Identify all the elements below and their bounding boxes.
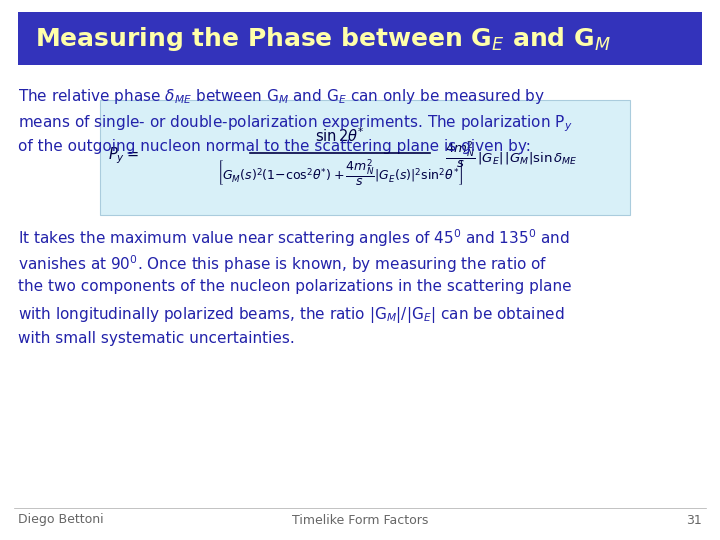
- Text: of the outgoing nucleon normal to the scattering plane is given by:: of the outgoing nucleon normal to the sc…: [18, 139, 531, 154]
- Bar: [100, 100, 630, 215]
- Text: $\dfrac{4m_N^2}{s}\,|G_E|\,|G_M|\sin\delta_{ME}$: $\dfrac{4m_N^2}{s}\,|G_E|\,|G_M|\sin\del…: [445, 140, 577, 171]
- Text: the two components of the nucleon polarizations in the scattering plane: the two components of the nucleon polari…: [18, 279, 572, 294]
- Text: 31: 31: [686, 514, 702, 526]
- Text: with longitudinally polarized beams, the ratio |G$_M$|/|G$_E$| can be obtained: with longitudinally polarized beams, the…: [18, 305, 564, 325]
- Text: Diego Bettoni: Diego Bettoni: [18, 514, 104, 526]
- Text: It takes the maximum value near scattering angles of 45$^{0}$ and 135$^{0}$ and: It takes the maximum value near scatteri…: [18, 227, 570, 249]
- Text: $\left[G_M(s)^2(1{-}\cos^2\!\theta^{*})+\dfrac{4m_N^2}{s}|G_E(s)|^2\sin^2\!\thet: $\left[G_M(s)^2(1{-}\cos^2\!\theta^{*})+…: [217, 158, 463, 189]
- Bar: [18, 12, 702, 65]
- Text: $\sin 2\theta^{*}$: $\sin 2\theta^{*}$: [315, 126, 365, 145]
- Text: Timelike Form Factors: Timelike Form Factors: [292, 514, 428, 526]
- Text: Measuring the Phase between G$_E$ and G$_M$: Measuring the Phase between G$_E$ and G$…: [35, 25, 611, 53]
- Text: with small systematic uncertainties.: with small systematic uncertainties.: [18, 331, 294, 346]
- Text: vanishes at 90$^{0}$. Once this phase is known, by measuring the ratio of: vanishes at 90$^{0}$. Once this phase is…: [18, 253, 548, 275]
- Text: $P_y =$: $P_y =$: [108, 145, 139, 166]
- Text: means of single- or double-polarization experiments. The polarization P$_y$: means of single- or double-polarization …: [18, 113, 572, 133]
- Text: The relative phase $\delta_{ME}$ between G$_M$ and G$_E$ can only be measured by: The relative phase $\delta_{ME}$ between…: [18, 87, 545, 106]
